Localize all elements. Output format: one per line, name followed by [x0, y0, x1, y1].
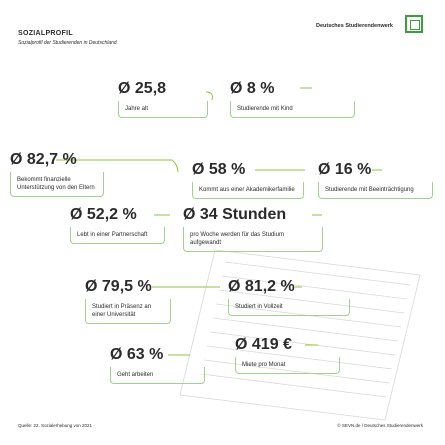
copyright: © SEVN.de / Deutsches Studierendenwerk — [337, 423, 423, 428]
stat-card: Ø 58 % Kommt aus einer Akademikerfamilie — [192, 161, 304, 199]
stat-text: Kommt aus einer Akademikerfamilie — [192, 182, 304, 199]
logo-text: Deutsches Studierendenwerk — [315, 23, 393, 29]
stat-value: Ø 52,2 % — [70, 206, 137, 223]
stat-text: Miete pro Monat — [235, 357, 340, 374]
stat-card: Ø 25,8 Jahre alt — [118, 80, 208, 118]
stat-value: Ø 16 % — [318, 161, 372, 178]
stat-value: Ø 82,7 % — [10, 151, 77, 168]
stat-value: Ø 58 % — [192, 161, 246, 178]
stat-card: Ø 419 € Miete pro Monat — [235, 336, 340, 374]
stat-text: Jahre alt — [118, 101, 208, 118]
stat-text: Studierende mit Kind — [230, 101, 355, 118]
source: Quelle: 22. Sozialerhebung von 2021 — [18, 423, 93, 428]
logo-icon — [405, 15, 423, 33]
stat-value: Ø 25,8 — [118, 80, 167, 97]
stat-card: Ø 52,2 % Lebt in einer Partnerschaft — [70, 206, 165, 244]
stat-text: Lebt in einer Partnerschaft — [70, 227, 165, 244]
stat-value: Ø 419 € — [235, 336, 292, 353]
stat-value: Ø 8 % — [230, 80, 275, 97]
stat-value: Ø 63 % — [110, 346, 164, 363]
stat-text: Studiert in Präsenz an einer Universität — [85, 299, 171, 324]
stat-card: Ø 16 % Studierende mit Beeinträchtigung — [318, 161, 433, 199]
stat-text: Geht arbeiten — [110, 367, 205, 384]
stat-value: Ø 34 Stunden — [183, 206, 287, 223]
stat-card: Ø 34 Stunden pro Woche werden für das Stu… — [183, 206, 323, 252]
stat-card: Ø 8 % Studierende mit Kind — [230, 80, 355, 118]
stat-card: Ø 63 % Geht arbeiten — [110, 346, 205, 384]
stat-card: Ø 81,2 % Studiert in Vollzeit — [228, 278, 350, 316]
stat-text: Studierende mit Beeinträchtigung — [318, 182, 433, 199]
stat-value: Ø 79,5 % — [85, 278, 152, 295]
subtitle: Sozialprofil der Studierenden in Deutsch… — [18, 40, 117, 46]
stat-card: Ø 79,5 % Studiert in Präsenz an einer Uni… — [85, 278, 215, 324]
stat-text: Bekommt finanzielle Unterstützung von de… — [10, 172, 104, 197]
stat-card: Ø 82,7 % Bekommt finanzielle Unterstützun… — [10, 151, 170, 197]
stat-text: Studiert in Vollzeit — [228, 299, 350, 316]
stat-value: Ø 81,2 % — [228, 278, 295, 295]
stat-text: pro Woche werden für das Studium aufgewa… — [183, 227, 323, 252]
title: SOZIALPROFIL — [18, 30, 73, 37]
